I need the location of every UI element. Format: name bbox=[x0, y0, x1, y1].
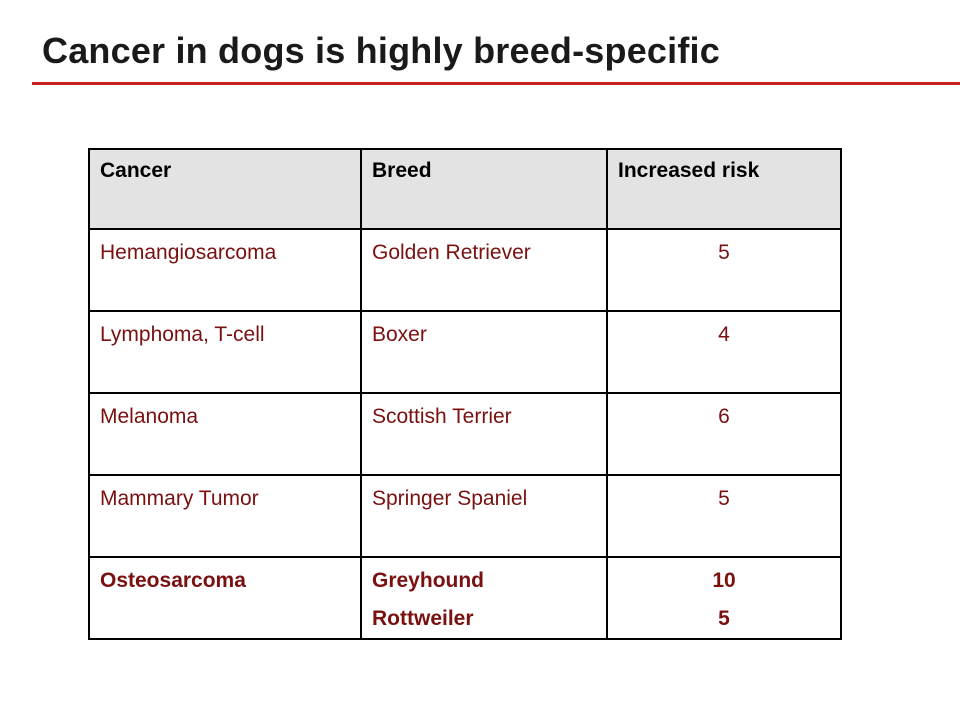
cancer-cell: Mammary Tumor bbox=[88, 474, 362, 558]
table-row-highlighted: Osteosarcoma Greyhound Rottweiler 10 5 bbox=[88, 556, 842, 640]
header-breed: Breed bbox=[360, 148, 608, 230]
header-increased-risk: Increased risk bbox=[606, 148, 842, 230]
risk-value: 5 bbox=[718, 487, 730, 510]
breed-cell: Greyhound Rottweiler bbox=[360, 556, 608, 640]
risk-value: 5 bbox=[718, 607, 730, 630]
cancer-cell: Hemangiosarcoma bbox=[88, 228, 362, 312]
breed-name: Scottish Terrier bbox=[372, 405, 512, 428]
breed-name: Boxer bbox=[372, 323, 427, 346]
table-row: Hemangiosarcoma Golden Retriever 5 bbox=[88, 228, 842, 312]
cancer-cell: Lymphoma, T-cell bbox=[88, 310, 362, 394]
table-row: Melanoma Scottish Terrier 6 bbox=[88, 392, 842, 476]
table-row: Mammary Tumor Springer Spaniel 5 bbox=[88, 474, 842, 558]
cancer-cell: Melanoma bbox=[88, 392, 362, 476]
breed-cell: Boxer bbox=[360, 310, 608, 394]
header-cancer: Cancer bbox=[88, 148, 362, 230]
risk-value: 6 bbox=[718, 405, 730, 428]
cancer-cell: Osteosarcoma bbox=[88, 556, 362, 640]
risk-value: 4 bbox=[718, 323, 730, 346]
breed-name: Greyhound bbox=[372, 569, 485, 592]
risk-cell: 4 bbox=[606, 310, 842, 394]
breed-name: Springer Spaniel bbox=[372, 487, 528, 510]
risk-value: 5 bbox=[718, 241, 730, 264]
risk-cell: 6 bbox=[606, 392, 842, 476]
breed-risk-table: Cancer Breed Increased risk Hemangiosarc… bbox=[88, 148, 842, 640]
breed-name: Rottweiler bbox=[372, 607, 474, 630]
table-row: Lymphoma, T-cell Boxer 4 bbox=[88, 310, 842, 394]
risk-value: 10 bbox=[712, 569, 736, 592]
table-header-row: Cancer Breed Increased risk bbox=[88, 148, 842, 230]
risk-cell: 10 5 bbox=[606, 556, 842, 640]
breed-cell: Golden Retriever bbox=[360, 228, 608, 312]
title-underline bbox=[32, 82, 960, 85]
slide-title: Cancer in dogs is highly breed-specific bbox=[42, 30, 720, 71]
breed-name: Golden Retriever bbox=[372, 241, 531, 264]
risk-cell: 5 bbox=[606, 228, 842, 312]
risk-cell: 5 bbox=[606, 474, 842, 558]
breed-cell: Scottish Terrier bbox=[360, 392, 608, 476]
breed-cell: Springer Spaniel bbox=[360, 474, 608, 558]
